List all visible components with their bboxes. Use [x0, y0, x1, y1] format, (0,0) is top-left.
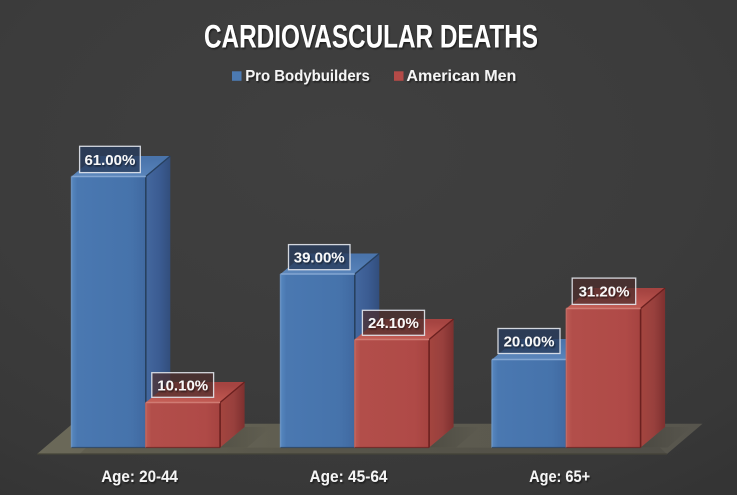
svg-text:Age: 65+: Age: 65+ — [529, 468, 590, 486]
svg-text:61.00%: 61.00% — [84, 152, 135, 169]
svg-text:Age: 20-44: Age: 20-44 — [101, 468, 179, 486]
svg-text:31.20%: 31.20% — [579, 284, 630, 301]
svg-text:Age: 45-64: Age: 45-64 — [310, 468, 389, 486]
svg-text:CARDIOVASCULAR DEATHS: CARDIOVASCULAR DEATHS — [204, 18, 538, 54]
svg-text:24.10%: 24.10% — [368, 315, 419, 332]
svg-text:American Men: American Men — [406, 68, 516, 85]
svg-text:10.10%: 10.10% — [157, 377, 208, 394]
svg-text:39.00%: 39.00% — [294, 250, 345, 267]
svg-text:20.00%: 20.00% — [504, 333, 555, 350]
svg-text:Pro Bodybuilders: Pro Bodybuilders — [245, 68, 370, 85]
